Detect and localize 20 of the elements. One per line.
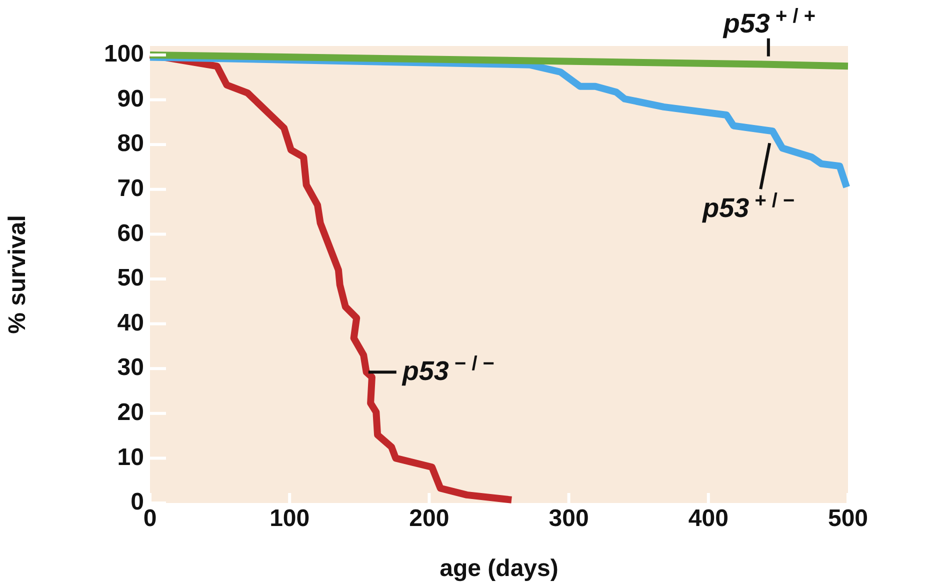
y-tick-label: 20 — [117, 399, 144, 426]
x-tick-label: 100 — [270, 505, 310, 532]
y-tick-label: 40 — [117, 309, 144, 336]
y-tick-label: 50 — [117, 264, 144, 292]
y-tick-label: 100 — [104, 40, 144, 68]
y-tick-label: 60 — [117, 220, 144, 247]
y-tick-label: 70 — [117, 175, 144, 202]
y-tick-label: 80 — [117, 130, 144, 158]
series-label: p53+ / + — [722, 5, 816, 38]
x-tick-label: 200 — [409, 505, 450, 532]
y-tick-label: 30 — [117, 354, 144, 382]
series-label: p53+ / − — [702, 190, 795, 224]
x-tick-label: 500 — [828, 505, 868, 532]
y-tick-label: 10 — [117, 444, 144, 471]
x-tick-label: 300 — [548, 505, 589, 532]
x-axis-title: age (days) — [440, 555, 558, 582]
series-label: p53− / − — [401, 353, 494, 386]
y-axis-title: % survival — [4, 215, 32, 334]
x-tick-label: 400 — [688, 505, 728, 532]
y-tick-label: 90 — [117, 85, 144, 112]
